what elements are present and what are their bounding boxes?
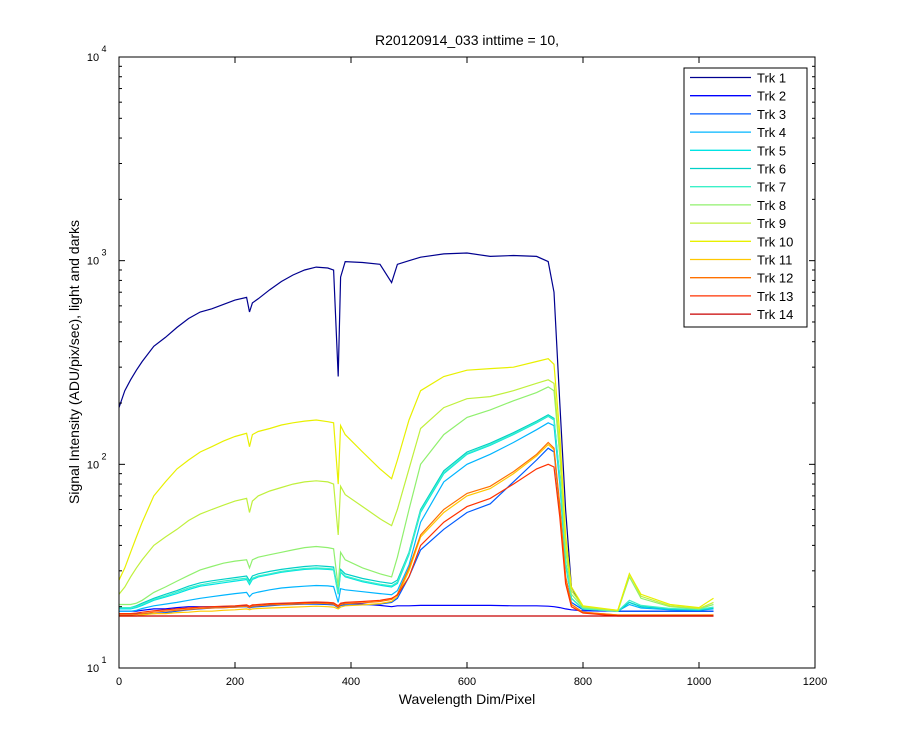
x-tick-label: 0	[116, 676, 122, 688]
legend-label: Trk 11	[757, 253, 792, 268]
y-tick-label: 10	[87, 256, 99, 268]
y-axis-label: Signal Intensity (ADU/pix/sec), light an…	[66, 220, 82, 504]
x-axis: 0 200 400 600 800 1000 1200	[116, 57, 827, 688]
x-tick-label: 200	[226, 676, 244, 688]
legend-label: Trk 13	[757, 289, 793, 304]
legend-label: Trk 4	[757, 125, 786, 140]
legend-label: Trk 12	[757, 271, 793, 286]
series-line-trk-13	[119, 463, 714, 617]
legend-label: Trk 14	[757, 307, 793, 322]
legend-box	[683, 67, 808, 328]
y-tick-exponent: 3	[101, 248, 106, 258]
legend: Trk 1 Trk 2 Trk 3 Trk 4 Trk 5 Trk 6 Trk 7 Trk 8…	[683, 67, 808, 328]
legend-label: Trk 1	[757, 71, 786, 86]
x-tick-label: 1000	[687, 676, 711, 688]
x-tick-label: 400	[342, 676, 360, 688]
x-tick-label: 600	[458, 676, 476, 688]
y-tick-label: 10	[87, 52, 99, 64]
legend-label: Trk 2	[757, 89, 786, 104]
legend-label: Trk 5	[757, 143, 786, 158]
legend-label: Trk 3	[757, 107, 786, 122]
series-line-trk-9	[118, 379, 714, 611]
legend-label: Trk 7	[757, 180, 786, 195]
series-line-trk-7	[119, 415, 714, 612]
x-tick-label: 1200	[803, 676, 827, 688]
legend-label: Trk 6	[757, 162, 786, 177]
y-tick-label: 10	[87, 459, 99, 471]
series-line-trk-1	[118, 252, 714, 612]
y-tick-exponent: 2	[101, 451, 106, 461]
series-line-trk-10	[118, 358, 714, 611]
legend-label: Trk 10	[757, 234, 793, 249]
series-line-trk-12	[119, 441, 714, 616]
y-tick-label: 10	[87, 663, 99, 675]
legend-label: Trk 9	[757, 216, 786, 231]
series-layer	[118, 252, 714, 617]
x-tick-label: 800	[574, 676, 592, 688]
chart-title: R20120914_033 inttime = 10,	[375, 32, 559, 48]
legend-label: Trk 8	[757, 198, 786, 213]
y-tick-exponent: 1	[101, 655, 106, 665]
y-tick-exponent: 4	[101, 44, 106, 54]
x-axis-label: Wavelength Dim/Pixel	[399, 691, 535, 707]
